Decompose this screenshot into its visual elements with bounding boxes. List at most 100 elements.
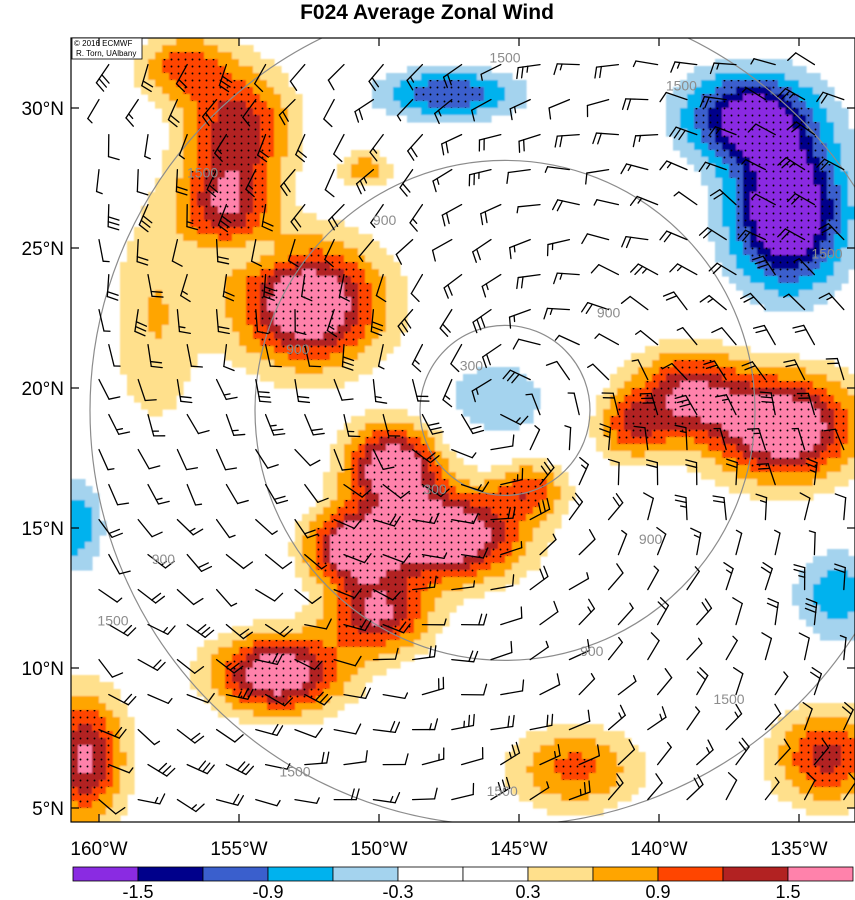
field-cell [71,808,107,816]
field-cell [610,745,639,753]
field-cell [841,402,855,410]
field-cell [71,703,107,711]
wind-barb [304,751,330,766]
wind-barb [176,378,193,404]
stipple-cell [673,360,715,367]
field-cell [547,493,562,501]
field-cell [456,395,541,403]
wind-barb [755,493,768,521]
field-cell [316,514,331,522]
wind-barb [144,133,151,160]
field-cell [645,346,751,354]
stipple-cell [71,745,113,752]
field-cell [309,563,317,571]
field-cell [400,633,422,641]
field-cell [484,479,513,487]
stipple-cell [225,682,330,689]
field-cell [71,542,86,550]
field-cell [386,276,408,284]
field-cell [533,801,618,809]
field-cell [211,661,226,669]
wind-barb [723,562,734,591]
wind-barb [215,658,244,674]
field-cell [344,423,366,431]
field-cell [820,262,835,270]
field-cell [232,640,254,648]
field-cell [295,535,303,543]
field-cell [498,101,527,109]
wind-barb [106,273,119,301]
wind-barb [643,492,654,521]
colorbar-label: 0.3 [515,882,540,900]
colorbar-swatch [462,866,529,882]
field-cell [813,584,855,592]
field-cell [771,724,793,732]
wind-barb [633,425,649,451]
field-cell [225,283,247,291]
field-cell [288,129,303,137]
wind-barb [506,168,531,185]
wind-barb [578,744,600,766]
field-cell [120,766,135,774]
wind-barb [333,655,362,667]
wind-barb [656,597,670,626]
wind-barb [490,776,511,801]
field-cell [71,535,93,543]
wind-barb [539,744,561,766]
wind-barb [617,602,634,626]
wind-barb [753,324,776,346]
field-cell [351,416,422,424]
field-cell [743,269,765,277]
wind-barb [411,448,440,464]
wind-barb [176,588,204,606]
field-cell [267,199,282,207]
field-cell [232,325,254,333]
stipple-cell [323,521,519,528]
field-cell [162,290,226,298]
field-cell [449,465,478,473]
wind-barb [180,273,191,303]
wind-barb [264,553,293,570]
wind-barb [372,647,399,661]
stipple-cell [267,703,295,710]
wind-barb [178,133,188,160]
ring-label: 300 [423,481,447,497]
wind-barb [783,359,806,381]
field-cell [295,612,324,620]
field-cell [274,122,289,130]
wind-barb [395,238,414,265]
ring-label: 1500 [97,612,128,628]
stipple-cell [645,381,813,388]
wind-barb [662,291,688,311]
field-cell [666,108,681,116]
field-cell [281,199,296,207]
field-cell [750,297,828,305]
stipple-cell [414,94,484,101]
field-cell [288,150,303,158]
field-cell [666,122,681,130]
wind-barb [411,718,439,731]
field-cell [813,115,828,123]
field-cell [155,52,170,60]
field-cell [372,94,394,102]
wind-barb [215,588,238,607]
wind-barb [699,294,727,311]
wind-barb [409,203,424,232]
field-cell [127,381,184,389]
field-cell [274,143,289,151]
wind-barb [508,308,531,329]
wind-barb [294,797,320,804]
field-cell [680,80,702,88]
field-cell [225,696,240,704]
field-cell [428,584,464,592]
wind-barb [255,588,284,602]
field-cell [274,381,345,389]
wind-barb [108,623,137,637]
field-cell [624,360,653,368]
wind-barb [502,369,531,384]
field-cell [120,346,247,354]
field-cell [302,556,317,564]
field-cell [246,241,275,249]
field-cell [120,787,135,795]
field-cell [610,395,625,403]
